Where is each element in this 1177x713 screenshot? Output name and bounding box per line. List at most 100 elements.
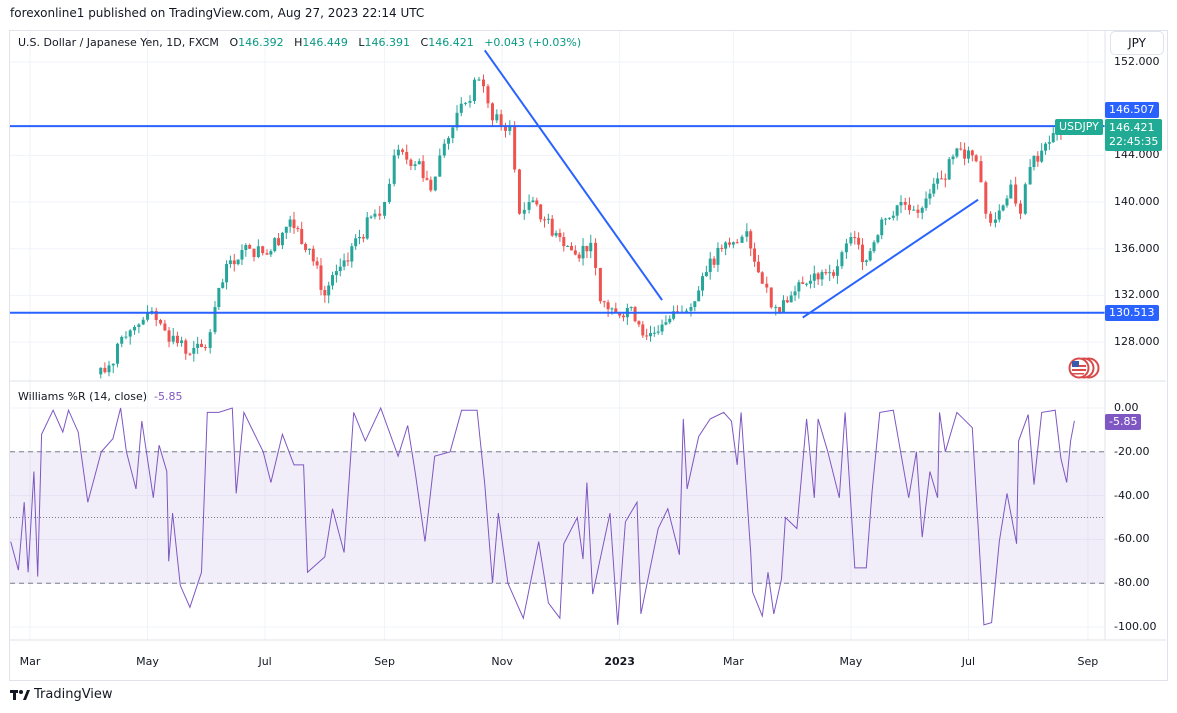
candle-body	[1018, 203, 1022, 214]
candle-body	[208, 332, 212, 348]
candle-body	[433, 176, 437, 191]
candle-body	[1023, 184, 1027, 214]
candle-body	[284, 226, 288, 233]
williams-tick-label: -40.00	[1114, 488, 1150, 502]
candle-body	[477, 79, 481, 81]
candle-body	[240, 250, 244, 260]
symbol-legend: U.S. Dollar / Japanese Yen, 1D, FXCM O14…	[18, 36, 581, 49]
candle-body	[221, 282, 225, 288]
candle-body	[753, 248, 757, 262]
candle-body	[361, 237, 365, 239]
candle-body	[997, 210, 1001, 220]
candle-body	[292, 219, 296, 229]
candle-body	[993, 219, 997, 223]
candle-body	[236, 259, 240, 265]
candle-body	[959, 148, 963, 150]
time-tick-label: Nov	[491, 655, 513, 668]
candle-body	[816, 273, 820, 280]
candle-body	[562, 237, 566, 247]
high-label: H	[294, 36, 303, 49]
candle-body	[684, 310, 688, 312]
candle-body	[693, 301, 697, 308]
candle-body	[660, 324, 664, 332]
candle-body	[731, 242, 735, 245]
candle-body	[899, 202, 903, 206]
time-tick-label: May	[136, 655, 159, 668]
candle-body	[455, 112, 459, 128]
low-value: 146.391	[364, 36, 411, 49]
candle-body	[728, 242, 732, 245]
candle-body	[334, 271, 338, 276]
candle-body	[924, 198, 928, 208]
candle-body	[137, 324, 141, 327]
candle-body	[196, 343, 200, 348]
candle-body	[459, 103, 463, 113]
candle-body	[513, 126, 517, 170]
candle-body	[774, 307, 778, 309]
candle-body	[835, 266, 839, 276]
williams-tick-label: -100.00	[1114, 620, 1157, 633]
candle-body	[354, 238, 358, 247]
candle-body	[273, 238, 277, 252]
candle-body	[447, 138, 451, 144]
candle-body	[464, 102, 468, 104]
candle-body	[749, 231, 753, 249]
candle-body	[805, 283, 809, 285]
close-value: 146.421	[428, 36, 474, 49]
candle-body	[701, 276, 705, 291]
candle-body	[887, 217, 891, 219]
candle-body	[891, 215, 895, 218]
candle-body	[481, 79, 485, 87]
candle-body	[907, 204, 911, 211]
candle-body	[331, 275, 335, 286]
williams-tick-label: -80.00	[1114, 576, 1150, 590]
candle-body	[269, 251, 273, 255]
candle-body	[472, 79, 476, 102]
candle-body	[610, 308, 614, 310]
candle-body	[256, 246, 260, 258]
candle-body	[495, 114, 499, 121]
candle-body	[970, 150, 974, 156]
candle-body	[1014, 184, 1018, 204]
open-value: 146.392	[238, 36, 284, 49]
candle-body	[618, 312, 622, 316]
candle-body	[581, 245, 585, 259]
candle-body	[589, 242, 593, 252]
candle-body	[577, 254, 581, 259]
candle-body	[797, 282, 801, 292]
candle-body	[387, 183, 391, 203]
candle-body	[146, 312, 150, 320]
candle-body	[943, 178, 947, 180]
currency-button[interactable]: JPY	[1110, 31, 1164, 55]
candle-body	[789, 295, 793, 303]
candle-body	[824, 272, 828, 274]
candle-body	[989, 213, 993, 223]
close-label: C	[420, 36, 429, 49]
candle-body	[171, 335, 175, 342]
williams-tick-label: 0.00	[1114, 401, 1139, 414]
williams-last-value-box: -5.85	[1105, 414, 1142, 430]
candle-body	[936, 178, 940, 184]
candle-body	[916, 209, 920, 213]
williams-tick-label: -60.00	[1114, 532, 1150, 546]
candle-body	[781, 300, 785, 313]
candle-body	[622, 315, 626, 318]
symbol-title: U.S. Dollar / Japanese Yen, 1D, FXCM	[18, 36, 219, 49]
us-flag-icon[interactable]	[1067, 357, 1101, 385]
candle-body	[468, 101, 472, 103]
tradingview-logo[interactable]: TradingView	[10, 687, 113, 702]
candle-body	[756, 261, 760, 273]
candle-body	[712, 258, 716, 265]
candle-body	[745, 231, 749, 237]
price-tick-label: 128.000	[1114, 335, 1160, 349]
candle-body	[724, 242, 728, 249]
candle-body	[120, 336, 124, 344]
candle-body	[769, 287, 773, 308]
candle-body	[535, 200, 539, 205]
candle-body	[180, 340, 184, 344]
candle-body	[261, 246, 265, 254]
candle-body	[159, 319, 163, 324]
candle-body	[378, 213, 382, 216]
candle-body	[932, 183, 936, 194]
